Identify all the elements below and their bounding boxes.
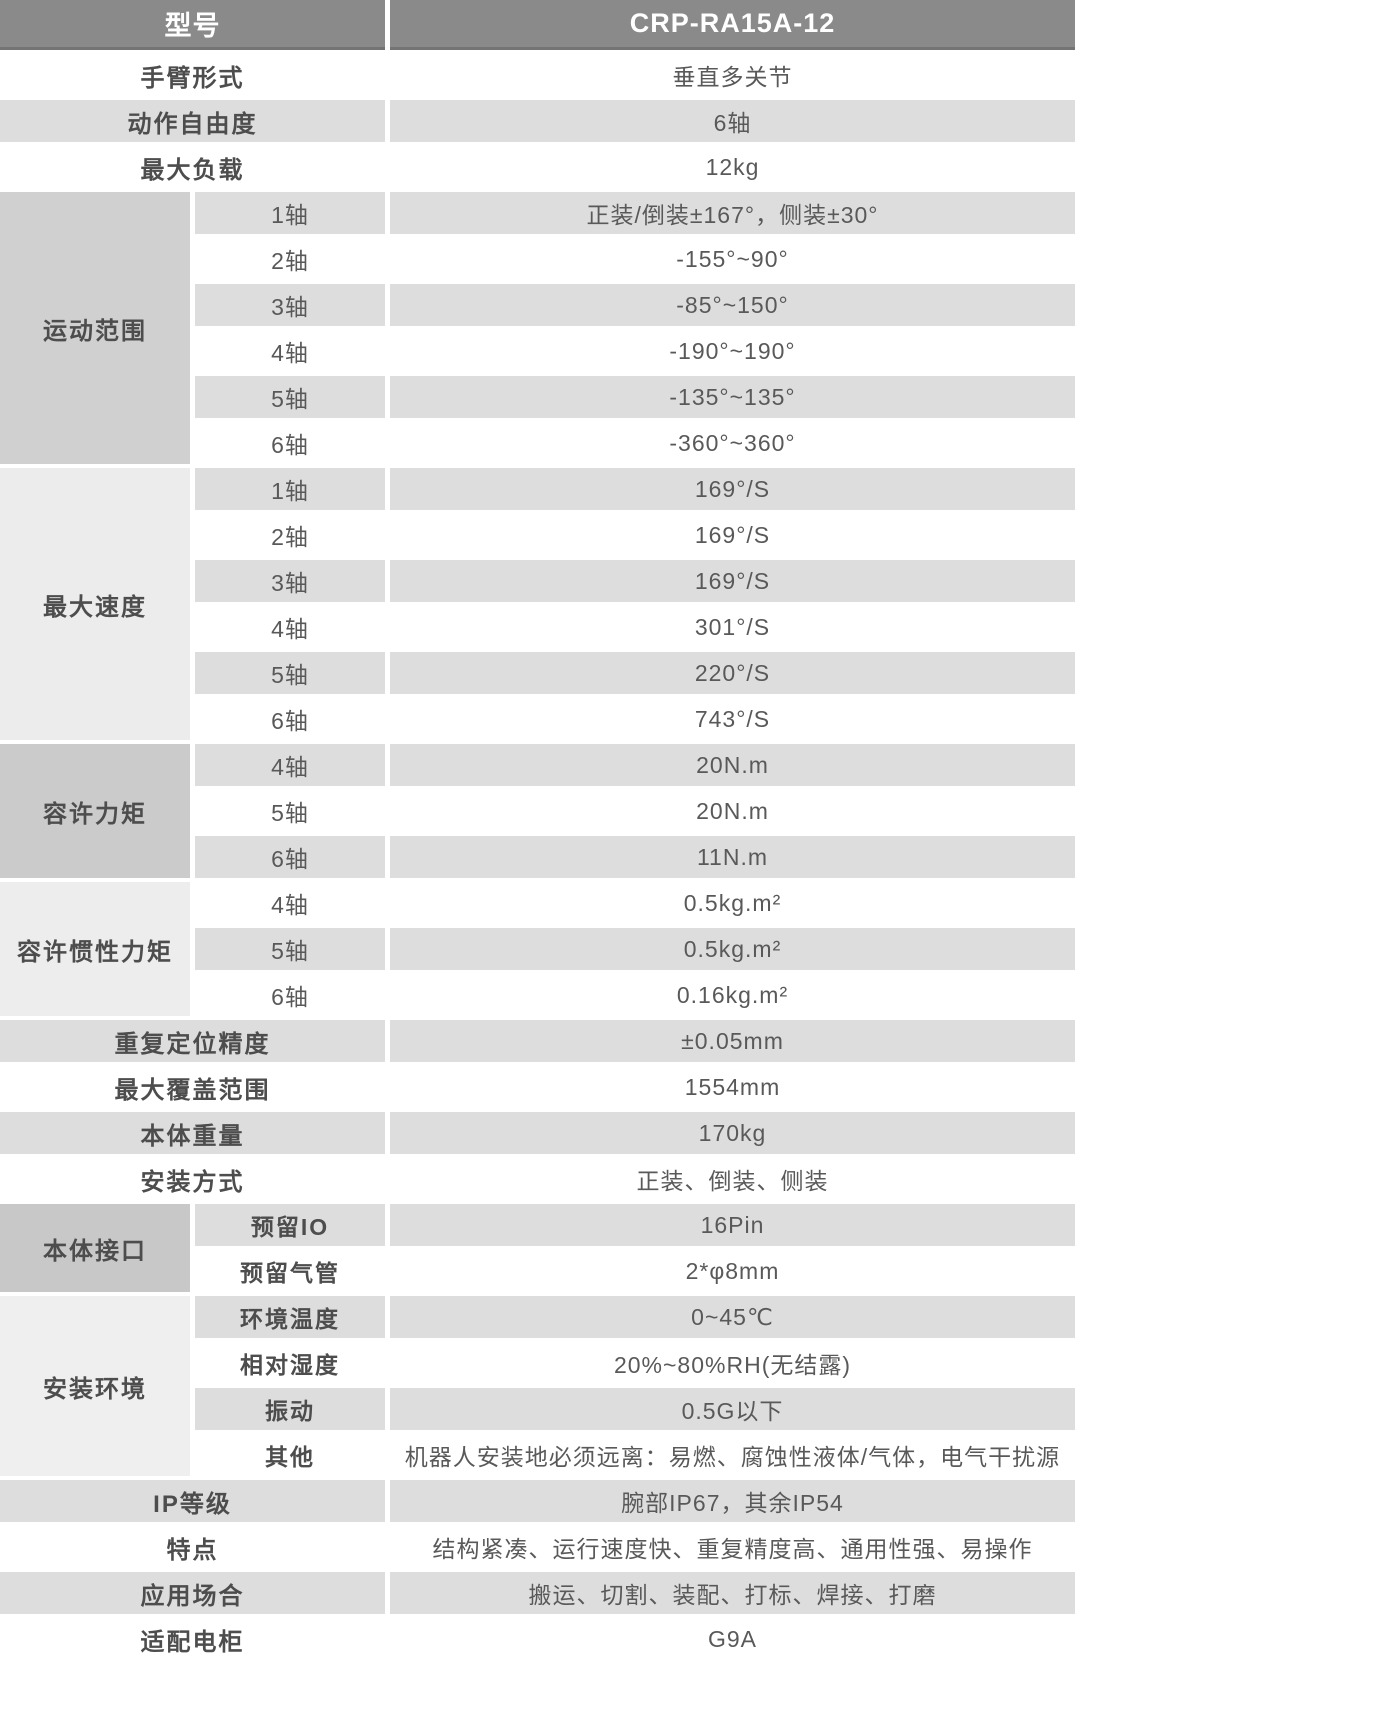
sub-value: 机器人安装地必须远离：易燃、腐蚀性液体/气体，电气干扰源	[404, 1444, 1061, 1470]
axis-value: 169°/S	[694, 521, 771, 548]
axis-value: 220°/S	[390, 652, 1075, 694]
sub-value: 2*φ8mm	[685, 1257, 780, 1284]
row-label: 特点	[166, 1536, 219, 1564]
axis-label: 6轴	[271, 708, 309, 734]
sub-label: 预留IO	[195, 1204, 385, 1246]
row-label: 安装方式	[140, 1168, 245, 1196]
row-value: 1554mm	[684, 1073, 781, 1100]
axis-value: 169°/S	[390, 468, 1075, 510]
row-value: 170kg	[390, 1112, 1075, 1154]
axis-label: 5轴	[195, 376, 385, 418]
header-model-value: CRP-RA15A-12	[390, 0, 1075, 50]
axis-value: 169°/S	[390, 560, 1075, 602]
axis-value: 0.5kg.m²	[390, 928, 1075, 970]
group-label-max-speed: 最大速度	[0, 468, 190, 740]
sub-value: 0~45℃	[390, 1296, 1075, 1338]
axis-label: 4轴	[271, 340, 309, 366]
group-label-allow-inertia: 容许惯性力矩	[0, 882, 190, 1016]
axis-label: 4轴	[195, 744, 385, 786]
axis-label: 3轴	[195, 284, 385, 326]
axis-value: -360°~360°	[669, 429, 796, 456]
row-label: 应用场合	[0, 1572, 385, 1614]
axis-label: 6轴	[195, 836, 385, 878]
axis-label: 5轴	[195, 652, 385, 694]
row-label: 最大覆盖范围	[114, 1076, 271, 1104]
axis-label: 1轴	[195, 468, 385, 510]
sub-label: 环境温度	[195, 1296, 385, 1338]
sub-label: 振动	[195, 1388, 385, 1430]
row-label: 适配电柜	[140, 1628, 245, 1656]
axis-label: 6轴	[271, 432, 309, 458]
row-label: 最大负载	[140, 156, 245, 184]
row-value: 搬运、切割、装配、打标、焊接、打磨	[390, 1572, 1075, 1614]
sub-label: 相对湿度	[240, 1352, 340, 1378]
row-label: 动作自由度	[0, 100, 385, 142]
row-value: 垂直多关节	[672, 64, 793, 90]
axis-label: 2轴	[271, 524, 309, 550]
axis-label: 1轴	[195, 192, 385, 234]
row-label: 手臂形式	[140, 64, 245, 92]
axis-value: -135°~135°	[390, 376, 1075, 418]
axis-value: -155°~90°	[676, 245, 789, 272]
spec-table: 型号 CRP-RA15A-12 手臂形式 垂直多关节 动作自由度 6轴 最大负载…	[0, 0, 1075, 1656]
axis-value: 0.16kg.m²	[676, 981, 789, 1008]
sub-label: 预留气管	[240, 1260, 340, 1286]
row-label: IP等级	[0, 1480, 385, 1522]
axis-value: 743°/S	[694, 705, 771, 732]
row-label: 本体重量	[0, 1112, 385, 1154]
row-value: 腕部IP67，其余IP54	[390, 1480, 1075, 1522]
row-value: ±0.05mm	[390, 1020, 1075, 1062]
axis-value: 正装/倒装±167°，侧装±30°	[390, 192, 1075, 234]
sub-value: 16Pin	[390, 1204, 1075, 1246]
axis-label: 4轴	[271, 616, 309, 642]
sub-value: 20%~80%RH(无结露)	[613, 1352, 852, 1378]
group-label-allow-torque: 容许力矩	[0, 744, 190, 878]
sub-label: 其他	[265, 1444, 315, 1470]
axis-value: 20N.m	[696, 797, 769, 824]
axis-label: 5轴	[271, 800, 309, 826]
axis-value: -85°~150°	[390, 284, 1075, 326]
header-model-label: 型号	[0, 0, 385, 50]
row-value: G9A	[707, 1625, 758, 1652]
axis-value: 301°/S	[694, 613, 771, 640]
axis-label: 3轴	[195, 560, 385, 602]
group-label-body-interface: 本体接口	[0, 1204, 190, 1292]
sub-value: 0.5G以下	[390, 1388, 1075, 1430]
axis-value: 11N.m	[390, 836, 1075, 878]
axis-label: 2轴	[271, 248, 309, 274]
row-value: 6轴	[390, 100, 1075, 142]
row-value: 正装、倒装、侧装	[636, 1168, 829, 1194]
axis-value: -190°~190°	[669, 337, 796, 364]
row-label: 重复定位精度	[0, 1020, 385, 1062]
group-label-motion-range: 运动范围	[0, 192, 190, 464]
row-value: 结构紧凑、运行速度快、重复精度高、通用性强、易操作	[432, 1536, 1033, 1562]
axis-label: 5轴	[195, 928, 385, 970]
axis-value: 20N.m	[390, 744, 1075, 786]
row-value: 12kg	[705, 153, 760, 180]
axis-value: 0.5kg.m²	[683, 889, 782, 916]
group-label-install-env: 安装环境	[0, 1296, 190, 1476]
axis-label: 6轴	[271, 984, 309, 1010]
axis-label: 4轴	[271, 892, 309, 918]
